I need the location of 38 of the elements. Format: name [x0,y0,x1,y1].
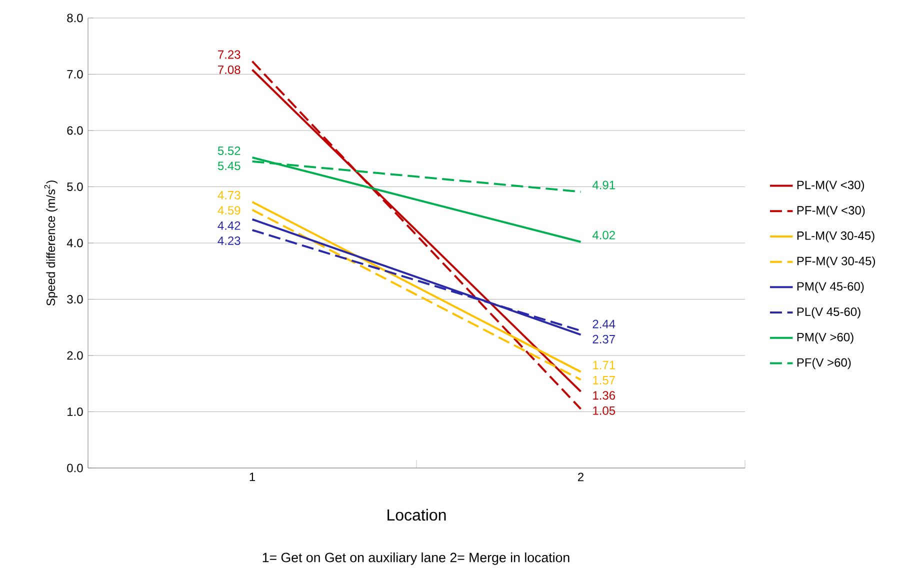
x-axis-title: Location [388,508,446,521]
y-tick-label: 7.0 [67,70,83,79]
data-label: 4.42 [218,221,240,230]
data-label: 7.08 [218,65,240,74]
data-label: 5.52 [218,146,240,156]
data-label: 1.36 [593,391,616,400]
legend-label: PM(V >60) [797,332,854,344]
legend-label: PM(V 45-60) [797,282,864,294]
legend-label: PF(V >60) [797,358,851,370]
y-tick-label: 0.0 [67,464,83,472]
data-label: 2.44 [592,320,616,328]
data-label: 4.23 [218,236,240,246]
data-label: 7.23 [218,50,240,59]
y-tick-label: 1.0 [68,407,83,416]
data-label: 4.73 [218,190,240,200]
x-tick-label: 2 [578,472,584,482]
data-label: 1.05 [593,406,616,415]
y-tick-label: 6.0 [67,126,83,135]
y-tick-label: 8.0 [67,14,83,22]
text: 1= Get on Get on auxiliary lane 2= Merge in location [262,552,570,565]
y-tick-label: 2.0 [67,351,83,360]
data-label: 1.71 [593,360,615,370]
y-axis-title: Speed difference (m/s$^{2}$) [44,180,58,306]
legend-label: PL-M(V <30) [797,180,864,192]
legend-label: PF-M(V <30) [797,206,865,217]
legend-label: PL-M(V 30-45) [797,231,874,242]
y-tick-label: 4.0 [66,238,83,248]
data-label: 4.91 [592,180,615,190]
y-tick-label: 3.0 [67,294,83,304]
legend-label: PF-M(V 30-45) [797,256,876,268]
data-label: 4.02 [592,230,615,240]
x-tick-label: 1 [250,472,256,481]
y-tick-label: 5.0 [67,182,83,192]
data-label: 2.37 [592,334,615,344]
data-label: 1.57 [593,376,615,384]
data-label: 4.59 [218,206,240,215]
data-label: 5.45 [218,162,240,170]
legend-label: PL(V 45-60) [797,307,860,318]
